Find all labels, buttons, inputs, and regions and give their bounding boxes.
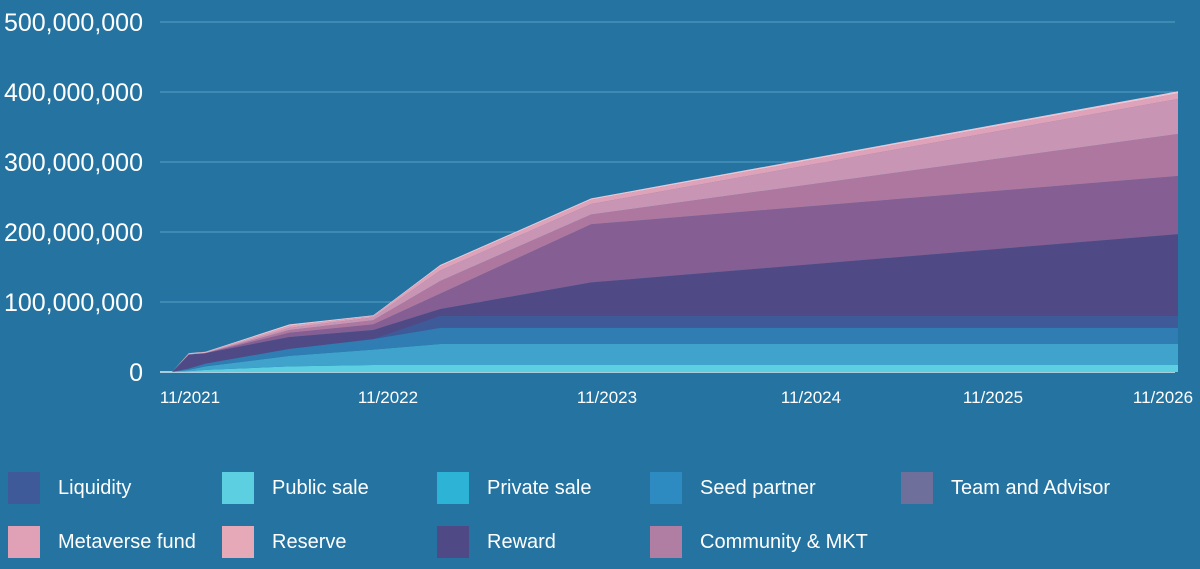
legend-label: Community & MKT: [700, 530, 868, 553]
y-tick-label: 200,000,000: [4, 219, 143, 247]
area-community-mkt: [172, 134, 1178, 372]
y-tick-label: 400,000,000: [4, 79, 143, 107]
legend-swatch: [8, 526, 40, 558]
legend-swatch: [8, 472, 40, 504]
legend: Liquidity Public sale Private sale Seed …: [0, 470, 1200, 565]
area-reward: [172, 176, 1178, 372]
legend-swatch: [437, 472, 469, 504]
legend-item-reward[interactable]: Reward: [437, 526, 556, 558]
legend-label: Public sale: [272, 476, 369, 499]
y-axis-ticks: 0 100,000,000 200,000,000 300,000,000 400,00…: [4, 9, 143, 387]
legend-label: Reserve: [272, 530, 347, 553]
y-tick-label: 500,000,000: [4, 9, 143, 37]
area-seed-partner: [172, 327, 1178, 372]
x-tick-label: 11/2025: [963, 388, 1023, 407]
x-tick-label: 11/2024: [781, 388, 841, 407]
legend-swatch: [650, 526, 682, 558]
legend-swatch: [901, 472, 933, 504]
legend-label: Reward: [487, 530, 556, 553]
stacked-areas: [172, 91, 1178, 373]
area-chart: 0 100,000,000 200,000,000 300,000,000 400,00…: [4, 9, 1193, 407]
x-tick-label: 11/2021: [160, 388, 220, 407]
legend-item-private-sale[interactable]: Private sale: [437, 472, 592, 504]
x-tick-label: 11/2026: [1133, 388, 1193, 407]
legend-item-public-sale[interactable]: Public sale: [222, 472, 369, 504]
legend-swatch: [650, 472, 682, 504]
legend-label: Private sale: [487, 476, 592, 499]
legend-swatch: [222, 472, 254, 504]
legend-item-liquidity[interactable]: Liquidity: [8, 472, 131, 504]
legend-item-seed-partner[interactable]: Seed partner: [650, 472, 816, 504]
x-axis-ticks: 11/2021 11/2022 11/2023 11/2024 11/2025 11/20…: [160, 388, 1193, 407]
legend-item-community-mkt[interactable]: Community & MKT: [650, 526, 868, 558]
legend-label: Seed partner: [700, 476, 816, 499]
legend-label: Liquidity: [58, 476, 132, 499]
legend-item-reserve[interactable]: Reserve: [222, 526, 346, 558]
y-tick-label: 100,000,000: [4, 289, 143, 317]
x-tick-label: 11/2022: [358, 388, 418, 407]
area-metaverse-fund: [172, 99, 1178, 372]
legend-item-metaverse-fund[interactable]: Metaverse fund: [8, 526, 196, 558]
area-team-and-advisor: [172, 316, 1178, 372]
y-tick-label: 0: [129, 359, 143, 387]
area-public-sale: [172, 365, 1178, 372]
legend-item-team-and-advisor[interactable]: Team and Advisor: [901, 472, 1110, 504]
x-tick-label: 11/2023: [577, 388, 637, 407]
legend-label: Metaverse fund: [58, 530, 196, 553]
legend-label: Team and Advisor: [951, 476, 1110, 499]
y-tick-label: 300,000,000: [4, 149, 143, 177]
area-private-sale: [172, 344, 1178, 372]
legend-swatch: [222, 526, 254, 558]
legend-swatch: [437, 526, 469, 558]
area-liquidity: [172, 234, 1178, 372]
